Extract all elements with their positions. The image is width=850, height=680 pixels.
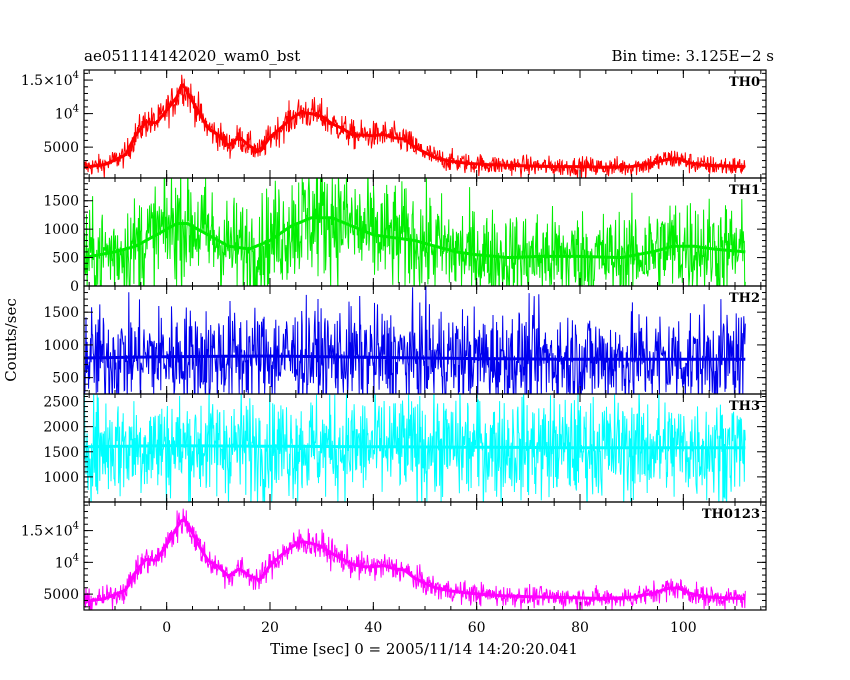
y-tick-label: 104 bbox=[55, 104, 79, 123]
panel-label-th3: TH3 bbox=[729, 399, 760, 414]
y-axis-title: Counts/sec bbox=[2, 298, 20, 382]
panel-label-th1: TH1 bbox=[729, 183, 760, 198]
panel-label-th2: TH2 bbox=[729, 291, 760, 306]
y-tick-label: 1500 bbox=[43, 305, 79, 321]
series-center-th3 bbox=[84, 444, 746, 450]
series-line-th1 bbox=[84, 178, 746, 286]
y-tick-label: 1000 bbox=[43, 338, 79, 354]
y-tick-label: 2000 bbox=[43, 420, 79, 436]
series-line-th3 bbox=[84, 394, 746, 502]
chart-title: ae051114142020_wam0_bst bbox=[84, 47, 300, 65]
panel-th1: 0 500 1000 1500 TH1 bbox=[43, 177, 767, 295]
x-tick-label: 40 bbox=[364, 620, 382, 636]
panel-th2: 500 1000 1500 TH2 bbox=[43, 285, 767, 395]
series-line-th0123 bbox=[84, 508, 746, 610]
y-tick-label: 1500 bbox=[43, 445, 79, 461]
x-tick-label: 0 bbox=[162, 620, 171, 636]
y-tick-label: 500 bbox=[52, 371, 79, 387]
series-center-th0123 bbox=[84, 518, 746, 604]
panel-th0: 5000 104 1.5×104 TH0 bbox=[21, 69, 767, 179]
panel-label-th0123: TH0123 bbox=[702, 507, 760, 522]
panel-th3: 1000 1500 2000 2500 TH3 bbox=[43, 393, 767, 503]
series-center-th2 bbox=[84, 354, 746, 361]
y-tick-label: 1000 bbox=[43, 222, 79, 238]
x-tick-label: 20 bbox=[261, 620, 279, 636]
x-tick-label: 100 bbox=[670, 620, 697, 636]
series-center-th1 bbox=[84, 216, 746, 260]
panel-label-th0: TH0 bbox=[729, 75, 760, 90]
y-tick-label: 1500 bbox=[43, 194, 79, 210]
y-tick-label: 2500 bbox=[43, 395, 79, 411]
x-axis-title: Time [sec] 0 = 2005/11/14 14:20:20.041 bbox=[270, 640, 578, 658]
x-tick-label: 80 bbox=[571, 620, 589, 636]
x-tick-label: 60 bbox=[468, 620, 486, 636]
y-tick-label: 1000 bbox=[43, 470, 79, 486]
bin-time-label: Bin time: 3.125E−2 s bbox=[612, 47, 774, 65]
series-line-th2 bbox=[84, 286, 746, 394]
series-center-th0 bbox=[84, 83, 746, 169]
panel-th0123: 5000 104 1.5×104 TH0123 0 20 40 60 80 100 bbox=[21, 501, 767, 636]
y-tick-label: 5000 bbox=[43, 587, 79, 603]
y-tick-label: 0 bbox=[70, 279, 79, 295]
y-tick-label: 500 bbox=[52, 251, 79, 267]
y-tick-label: 104 bbox=[55, 552, 79, 571]
y-tick-label: 1.5×104 bbox=[21, 70, 79, 89]
y-tick-label: 1.5×104 bbox=[21, 521, 79, 540]
y-tick-label: 5000 bbox=[43, 140, 79, 156]
